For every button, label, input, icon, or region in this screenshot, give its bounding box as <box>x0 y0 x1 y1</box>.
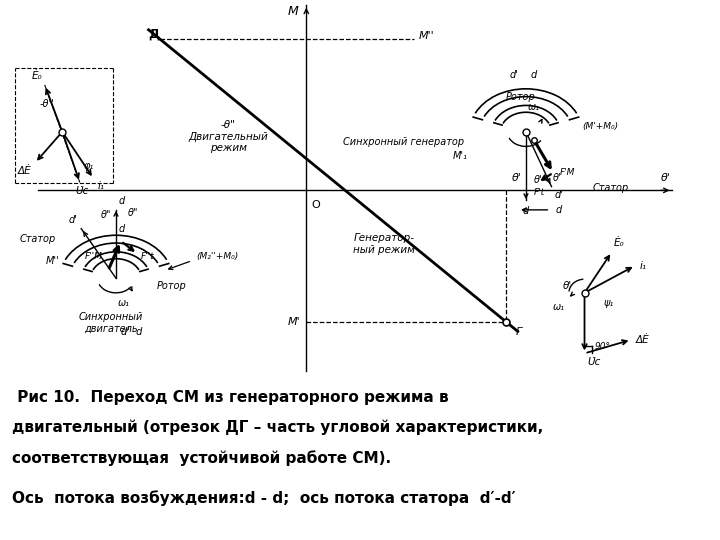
Text: ω₁: ω₁ <box>118 298 130 308</box>
Text: ΔĖ: ΔĖ <box>17 166 31 176</box>
Text: Статор: Статор <box>593 184 629 193</box>
Text: d': d' <box>68 215 77 225</box>
Text: M'₁: M'₁ <box>452 151 467 161</box>
Text: d: d <box>555 205 562 215</box>
Text: d': d' <box>554 190 563 200</box>
Text: M'': M'' <box>45 255 59 266</box>
Text: θ': θ' <box>553 173 562 183</box>
Text: M'': M'' <box>418 31 434 41</box>
Text: Г: Г <box>516 327 523 337</box>
Text: O: O <box>311 200 320 210</box>
Text: d'  d: d' d <box>121 327 143 337</box>
Text: ω₁: ω₁ <box>528 102 540 112</box>
Text: d: d <box>531 70 537 80</box>
Text: Ротор: Ротор <box>506 92 536 103</box>
Text: θ": θ" <box>101 210 111 220</box>
Text: i₁: i₁ <box>639 260 646 271</box>
Text: Ротор: Ротор <box>157 281 186 291</box>
Text: (M'+M₀): (M'+M₀) <box>582 123 618 131</box>
Text: θ": θ" <box>127 208 138 218</box>
Text: 90°: 90° <box>594 342 611 351</box>
Text: Генератор-
ный режим: Генератор- ный режим <box>354 233 415 255</box>
Text: ψ₁: ψ₁ <box>604 298 614 308</box>
Text: d: d <box>119 225 125 234</box>
Text: F'M: F'M <box>560 168 575 177</box>
Text: M': M' <box>288 317 300 327</box>
Text: i₁: i₁ <box>97 180 104 191</box>
Text: Синхронный
двигатель: Синхронный двигатель <box>79 312 143 334</box>
Text: Д: Д <box>148 28 160 40</box>
Text: двигательный (отрезок ДГ – часть угловой характеристики,: двигательный (отрезок ДГ – часть угловой… <box>12 420 544 435</box>
Text: F''t: F''t <box>140 252 154 261</box>
Text: F''M: F''M <box>84 252 102 261</box>
Text: φ₁: φ₁ <box>84 161 94 171</box>
Text: θ': θ' <box>534 176 542 185</box>
Text: ΔĖ: ΔĖ <box>635 335 649 345</box>
Text: (M₂''+M₀): (M₂''+M₀) <box>196 252 238 261</box>
Text: Синхронный генератор: Синхронный генератор <box>343 137 464 146</box>
Text: θ': θ' <box>661 173 670 183</box>
Text: ω₁: ω₁ <box>553 302 565 313</box>
Text: Ė₀: Ė₀ <box>32 71 42 81</box>
Text: θ': θ' <box>562 281 572 291</box>
Text: Рис 10.  Переход СМ из генераторного режима в: Рис 10. Переход СМ из генераторного режи… <box>12 390 449 404</box>
Text: Статор: Статор <box>19 234 55 244</box>
Text: F't: F't <box>534 188 545 198</box>
Text: θ': θ' <box>511 173 521 183</box>
Text: d: d <box>523 206 529 216</box>
Text: d': d' <box>509 70 518 80</box>
Text: Ось  потока возбуждения:d - d;  ось потока статора  d′-d′: Ось потока возбуждения:d - d; ось потока… <box>12 490 516 505</box>
Text: U̇c: U̇c <box>588 357 600 367</box>
Text: соответствующая  устойчивой работе СМ).: соответствующая устойчивой работе СМ). <box>12 450 391 465</box>
Text: -θ"
Двигательный
режим: -θ" Двигательный режим <box>189 120 268 153</box>
Text: M: M <box>288 5 299 18</box>
Text: Ė₀: Ė₀ <box>614 238 624 248</box>
Text: U̇c: U̇c <box>75 186 89 197</box>
Text: d: d <box>119 196 125 206</box>
Text: -θ'': -θ'' <box>40 99 55 110</box>
